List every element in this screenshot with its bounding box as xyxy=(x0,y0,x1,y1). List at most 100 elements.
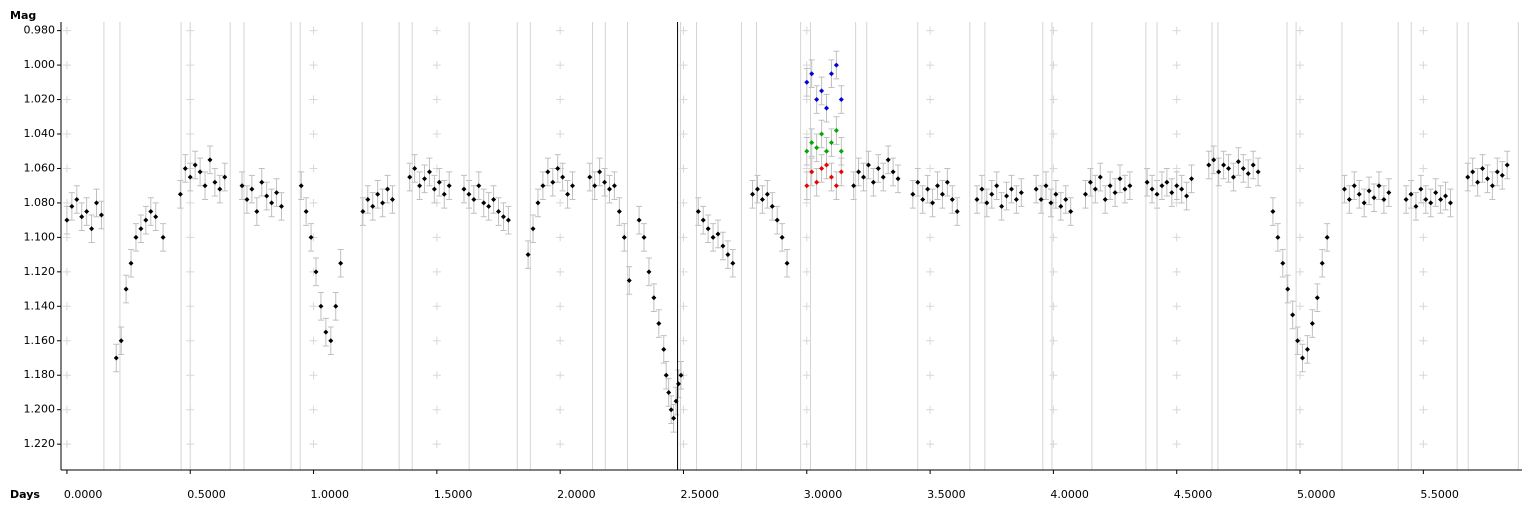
data-point xyxy=(318,303,324,309)
data-point xyxy=(123,286,129,292)
grid-cross xyxy=(62,440,71,449)
data-point xyxy=(1033,186,1039,192)
data-point xyxy=(865,162,871,168)
grid-cross xyxy=(1049,405,1058,414)
data-point xyxy=(949,196,955,202)
data-point xyxy=(323,329,329,335)
data-point xyxy=(1189,176,1195,182)
data-point xyxy=(338,260,344,266)
grid-cross xyxy=(679,302,688,311)
data-point xyxy=(824,162,830,168)
data-point xyxy=(389,196,395,202)
grid-cross xyxy=(556,130,565,138)
grid-cross xyxy=(432,26,441,35)
data-point xyxy=(641,234,647,240)
grid-cross xyxy=(679,336,688,345)
data-point xyxy=(535,200,541,206)
grid-cross xyxy=(186,267,195,276)
data-point xyxy=(1356,191,1362,197)
data-point xyxy=(838,169,844,175)
data-point xyxy=(930,200,936,206)
data-point xyxy=(244,196,250,202)
data-point xyxy=(666,389,672,395)
data-point xyxy=(626,277,632,283)
data-point xyxy=(668,407,674,413)
grid-cross xyxy=(432,61,441,70)
grid-cross xyxy=(1419,95,1428,104)
data-point xyxy=(895,176,901,182)
grid-cross xyxy=(926,336,935,345)
data-point xyxy=(1144,179,1150,185)
data-point xyxy=(555,165,561,171)
data-point xyxy=(1499,172,1505,178)
grid-cross xyxy=(679,61,688,70)
grid-cross xyxy=(926,405,935,414)
grid-cross xyxy=(186,198,195,207)
data-point xyxy=(79,214,85,220)
grid-cross xyxy=(62,405,71,414)
data-point xyxy=(187,174,193,180)
grid-cross xyxy=(186,26,195,35)
grid-cross xyxy=(802,95,811,104)
data-point xyxy=(422,176,428,182)
data-point xyxy=(915,179,921,185)
data-point xyxy=(505,217,511,223)
data-point xyxy=(804,79,810,85)
grid-cross xyxy=(186,233,195,242)
grid-cross xyxy=(802,302,811,311)
grid-cross xyxy=(1296,233,1305,242)
grid-cross xyxy=(802,61,811,70)
grid-cross xyxy=(62,198,71,207)
data-point xyxy=(695,209,701,215)
data-point xyxy=(1087,179,1093,185)
grid-cross xyxy=(432,371,441,380)
grid-cross xyxy=(1296,61,1305,70)
data-point xyxy=(1408,191,1414,197)
data-point xyxy=(138,226,144,232)
grid-cross xyxy=(1172,302,1181,311)
grid-cross xyxy=(62,371,71,380)
x-tick-label: 3.0000 xyxy=(804,488,843,501)
data-point xyxy=(1221,162,1227,168)
data-point xyxy=(611,183,617,189)
data-point xyxy=(249,186,255,192)
grid-cross xyxy=(62,95,71,104)
data-point xyxy=(715,231,721,237)
grid-cross xyxy=(62,302,71,311)
data-point xyxy=(838,148,844,154)
data-point xyxy=(1240,165,1246,171)
grid-cross xyxy=(1172,336,1181,345)
grid-cross xyxy=(1296,302,1305,311)
data-point xyxy=(725,252,731,258)
data-point xyxy=(814,97,820,103)
data-point xyxy=(1107,183,1113,189)
data-point xyxy=(920,196,926,202)
grid-cross xyxy=(802,233,811,242)
data-point xyxy=(925,186,931,192)
data-point xyxy=(1295,338,1301,344)
data-point xyxy=(804,183,810,189)
data-point xyxy=(754,186,760,192)
data-point xyxy=(192,162,198,168)
data-point xyxy=(143,217,149,223)
data-point xyxy=(466,191,472,197)
grid-cross xyxy=(679,198,688,207)
data-point xyxy=(259,179,265,185)
grid-cross xyxy=(1172,95,1181,104)
data-point xyxy=(1504,162,1510,168)
data-point xyxy=(560,174,566,180)
grid-cross xyxy=(1296,267,1305,276)
grid-cross xyxy=(62,336,71,345)
data-point xyxy=(890,169,896,175)
x-tick-label: 1.0000 xyxy=(311,488,350,501)
grid-cross xyxy=(62,233,71,242)
y-tick-label: 1.060 xyxy=(24,161,56,174)
grid-cross xyxy=(926,302,935,311)
grid-cross xyxy=(309,405,318,414)
data-point xyxy=(984,200,990,206)
grid-cross xyxy=(926,233,935,242)
grid-cross xyxy=(926,371,935,380)
data-point xyxy=(809,169,815,175)
data-point xyxy=(994,183,1000,189)
